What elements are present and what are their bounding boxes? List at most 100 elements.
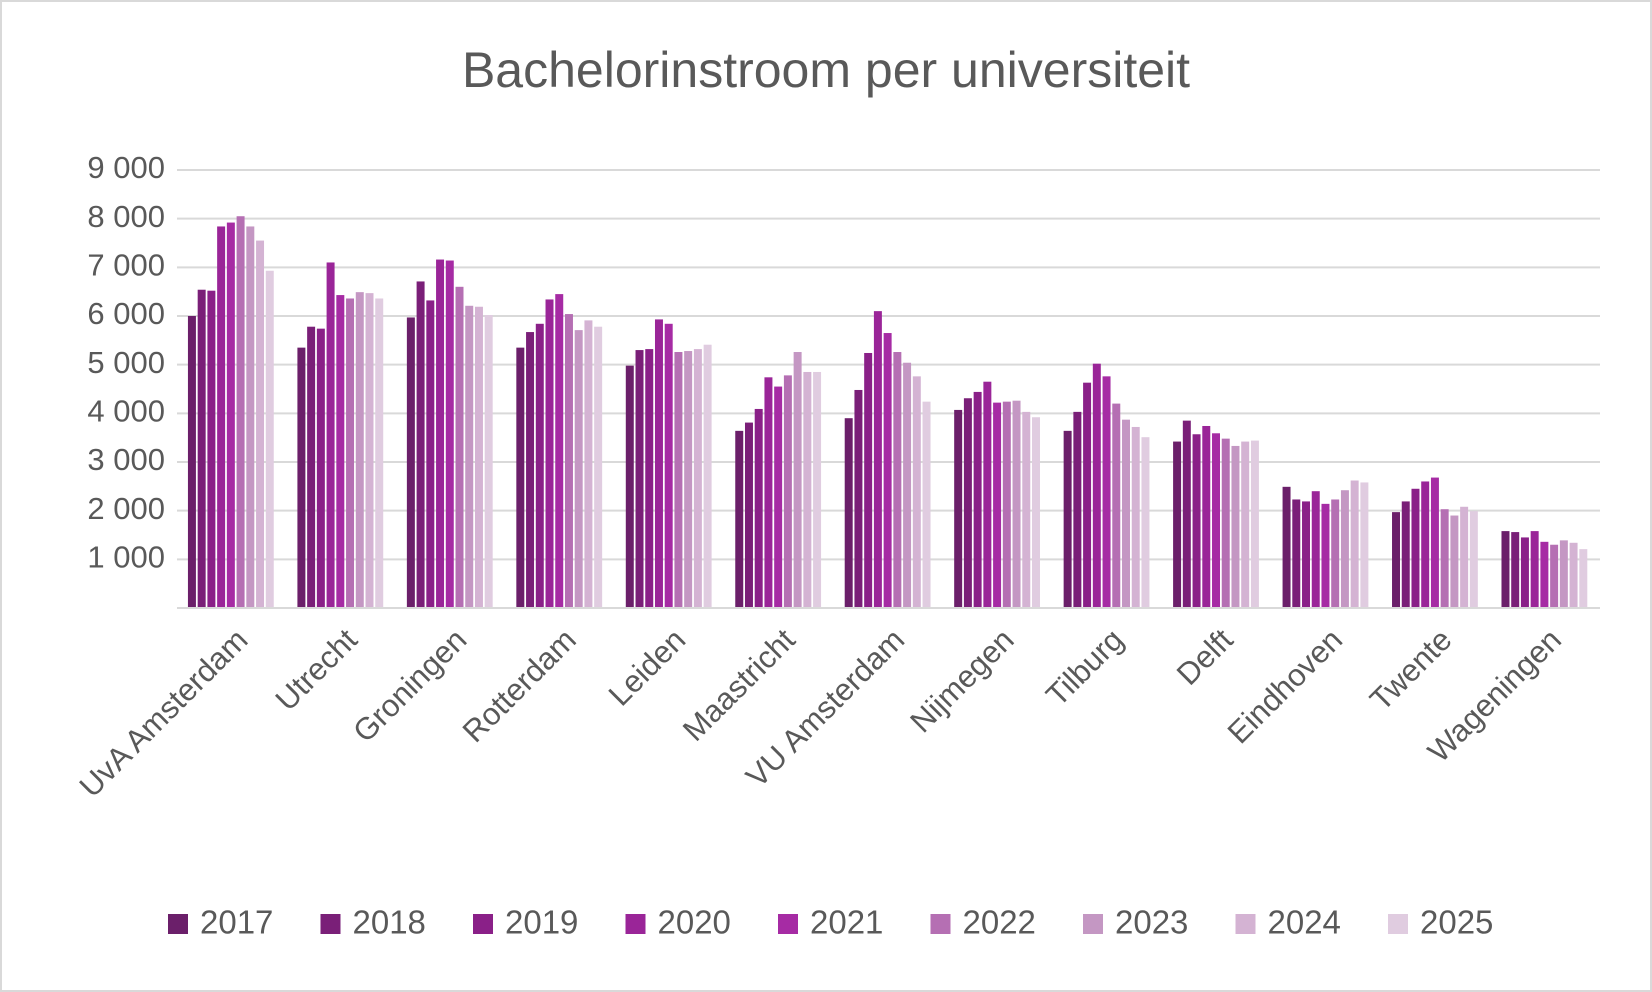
bar bbox=[574, 330, 583, 608]
bar bbox=[654, 319, 663, 608]
bar bbox=[1460, 506, 1469, 608]
legend-label: 2021 bbox=[810, 904, 883, 941]
bar bbox=[1392, 512, 1401, 608]
bar bbox=[406, 317, 415, 608]
bar bbox=[903, 362, 912, 608]
bar bbox=[912, 376, 921, 608]
legend-label: 2023 bbox=[1115, 904, 1188, 941]
bar bbox=[754, 408, 763, 608]
bar bbox=[664, 323, 673, 608]
legend-label: 2020 bbox=[658, 904, 731, 941]
bar bbox=[1083, 382, 1092, 608]
y-tick-label: 1 000 bbox=[87, 540, 165, 575]
bar bbox=[1250, 440, 1259, 608]
bar bbox=[555, 294, 564, 608]
bar bbox=[1360, 482, 1369, 608]
bar bbox=[1340, 490, 1349, 608]
bar bbox=[684, 351, 693, 608]
bar bbox=[1520, 537, 1529, 608]
bar bbox=[226, 222, 235, 608]
bar bbox=[1311, 491, 1320, 608]
bar bbox=[1032, 417, 1040, 608]
bar bbox=[1411, 488, 1420, 608]
y-tick-label: 4 000 bbox=[87, 394, 165, 429]
bar bbox=[535, 323, 544, 608]
y-tick-label: 3 000 bbox=[87, 442, 165, 477]
bar bbox=[1331, 499, 1340, 608]
bar bbox=[545, 299, 554, 608]
bar bbox=[1131, 426, 1140, 608]
legend-swatch bbox=[930, 914, 951, 934]
bar bbox=[307, 326, 316, 608]
bar bbox=[316, 328, 325, 608]
bar bbox=[1141, 437, 1150, 608]
bar bbox=[774, 386, 783, 608]
legend-label: 2022 bbox=[963, 904, 1036, 941]
bar bbox=[1569, 542, 1578, 608]
bar bbox=[1511, 532, 1520, 608]
legend-swatch bbox=[1083, 914, 1103, 934]
y-tick-label: 9 000 bbox=[87, 150, 165, 185]
bar bbox=[854, 389, 863, 608]
bar bbox=[693, 349, 702, 608]
bar bbox=[465, 305, 474, 608]
bar bbox=[703, 344, 712, 608]
bar bbox=[246, 226, 255, 608]
legend-label: 2018 bbox=[353, 904, 426, 941]
bar bbox=[187, 316, 196, 608]
bar bbox=[416, 281, 425, 608]
bar bbox=[207, 290, 216, 608]
bar bbox=[375, 298, 384, 608]
bar bbox=[297, 347, 306, 608]
bar bbox=[803, 371, 812, 608]
bar bbox=[864, 352, 873, 608]
bar bbox=[735, 430, 744, 608]
bar bbox=[783, 375, 792, 608]
bar bbox=[217, 226, 226, 608]
bar bbox=[883, 333, 892, 608]
bar bbox=[484, 315, 493, 608]
legend-swatch bbox=[168, 914, 188, 934]
bar bbox=[1012, 400, 1021, 608]
bar bbox=[674, 352, 683, 608]
bar bbox=[197, 289, 206, 608]
legend-swatch bbox=[473, 914, 493, 934]
bar bbox=[764, 377, 773, 608]
bar bbox=[594, 326, 603, 608]
bar bbox=[1073, 411, 1082, 608]
bar bbox=[993, 402, 1002, 608]
bar bbox=[1550, 544, 1559, 608]
bar bbox=[1282, 486, 1291, 608]
bar bbox=[1292, 499, 1301, 608]
y-tick-label: 2 000 bbox=[87, 491, 165, 526]
chart-title: Bachelorinstroom per universiteit bbox=[462, 42, 1190, 98]
bar bbox=[1430, 477, 1439, 608]
bar bbox=[625, 365, 634, 608]
bar bbox=[445, 260, 454, 608]
legend-label: 2019 bbox=[505, 904, 578, 941]
legend-label: 2025 bbox=[1420, 904, 1493, 941]
legend-swatch bbox=[778, 914, 798, 934]
bar bbox=[1440, 509, 1449, 608]
bar bbox=[635, 350, 644, 608]
legend-swatch bbox=[625, 914, 646, 934]
bar bbox=[1221, 438, 1230, 608]
legend-swatch bbox=[1235, 914, 1256, 934]
bar bbox=[873, 311, 882, 608]
bar bbox=[256, 240, 265, 609]
bar bbox=[844, 418, 853, 608]
bar bbox=[474, 306, 483, 608]
bar bbox=[1063, 430, 1072, 608]
bar bbox=[813, 371, 822, 608]
bar bbox=[1350, 480, 1359, 608]
bar bbox=[973, 391, 982, 608]
bar bbox=[1469, 511, 1478, 608]
bar bbox=[1540, 541, 1549, 608]
bar bbox=[1173, 441, 1182, 608]
bar bbox=[1002, 401, 1011, 608]
y-tick-label: 7 000 bbox=[87, 248, 165, 283]
bar bbox=[744, 422, 753, 608]
bar bbox=[346, 298, 355, 608]
bar bbox=[584, 320, 593, 608]
